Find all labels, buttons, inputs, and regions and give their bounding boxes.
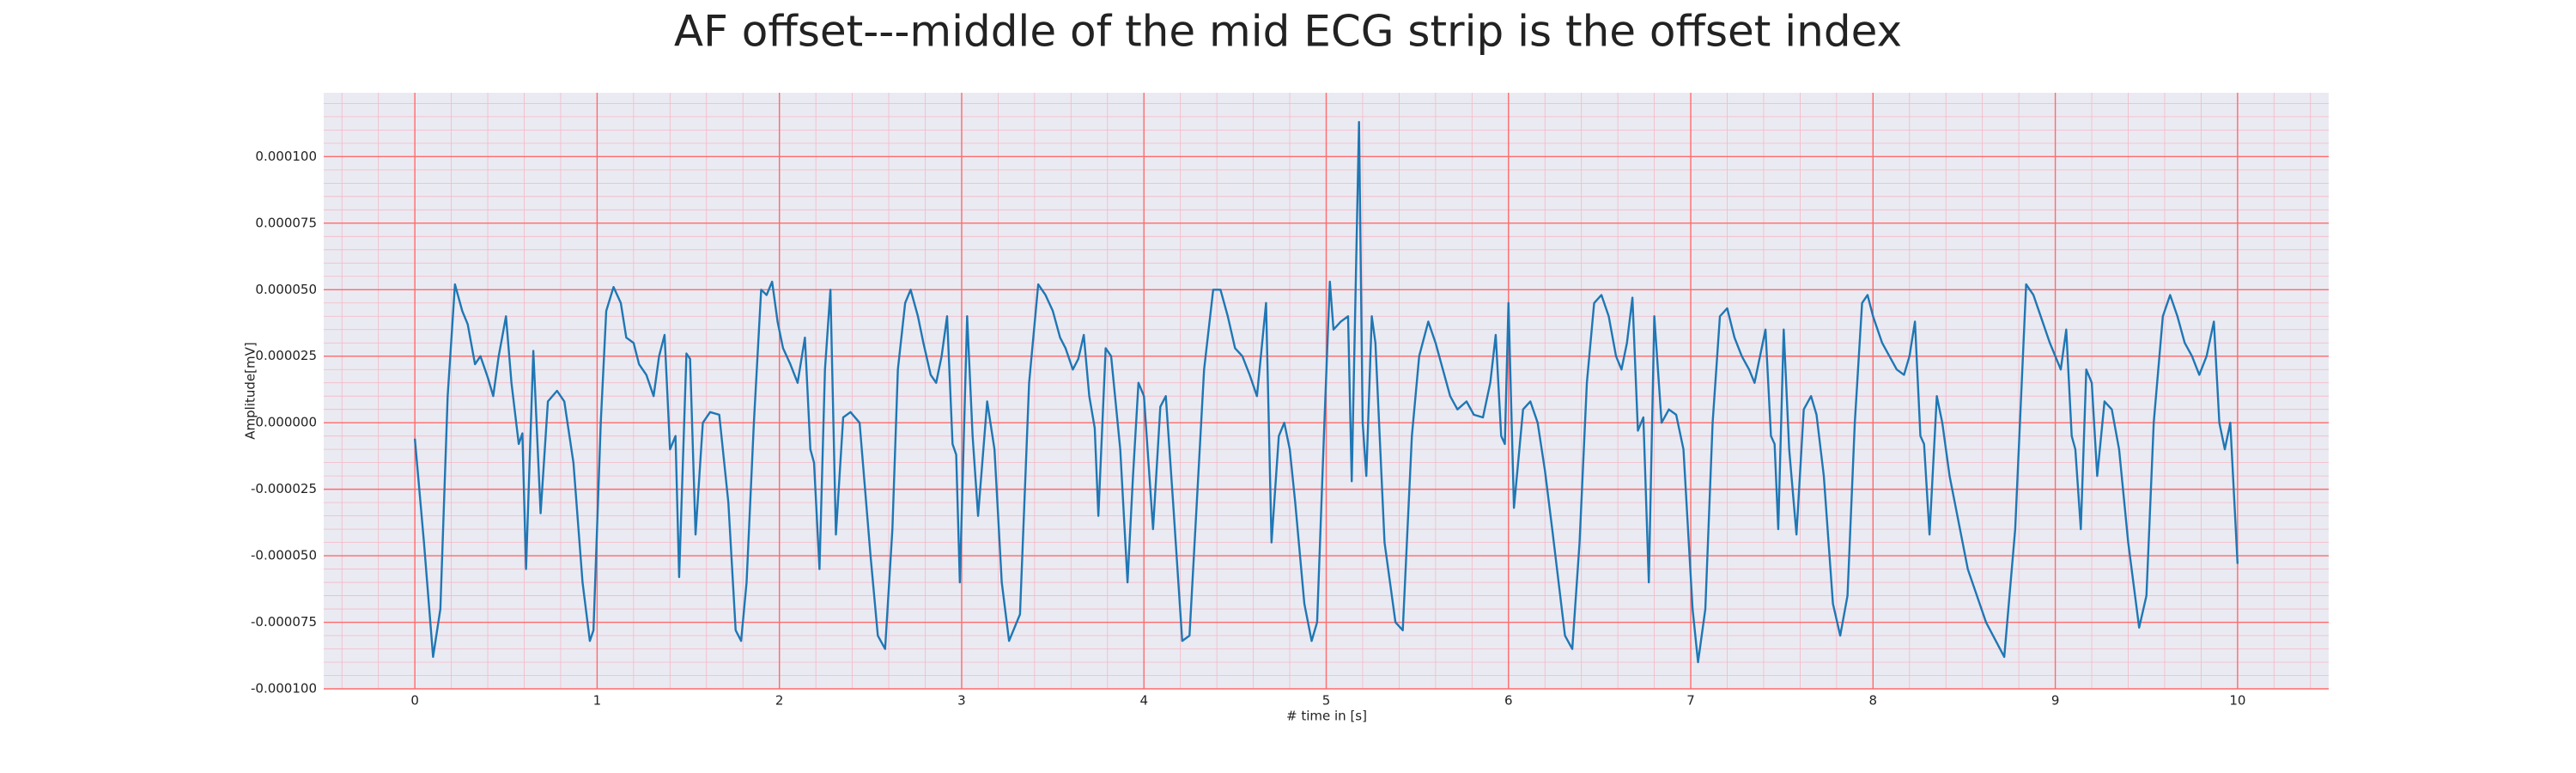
x-tick-label: 8 — [1869, 693, 1878, 709]
x-tick-label: 5 — [1322, 693, 1331, 709]
y-tick-label: -0.000075 — [251, 614, 317, 630]
ecg-line — [413, 120, 2239, 664]
x-tick-label: 9 — [2051, 693, 2060, 709]
x-tick-label: 10 — [2229, 693, 2245, 709]
x-tick-label: 0 — [410, 693, 419, 709]
y-tick-label: 0.000025 — [255, 348, 317, 363]
x-tick-label: 7 — [1686, 693, 1695, 709]
y-tick-label: -0.000025 — [251, 481, 317, 496]
x-tick-label: 2 — [775, 693, 784, 709]
y-tick-label: 0.000075 — [255, 215, 317, 230]
y-axis-label: Amplitude[mV] — [243, 342, 258, 439]
y-tick-label: 0.000100 — [255, 149, 317, 164]
y-tick-label: 0.000000 — [255, 415, 317, 430]
y-tick-label: -0.000100 — [251, 681, 317, 697]
y-tick-label: -0.000050 — [251, 548, 317, 563]
chart-title: AF offset---middle of the mid ECG strip … — [674, 7, 1902, 57]
x-tick-label: 4 — [1139, 693, 1148, 709]
x-tick-label: 1 — [593, 693, 602, 709]
y-tick-label: 0.000050 — [255, 282, 317, 297]
x-tick-label: 6 — [1504, 693, 1513, 709]
x-tick-label: 3 — [957, 693, 966, 709]
x-axis-label: # time in [s] — [1286, 709, 1367, 724]
